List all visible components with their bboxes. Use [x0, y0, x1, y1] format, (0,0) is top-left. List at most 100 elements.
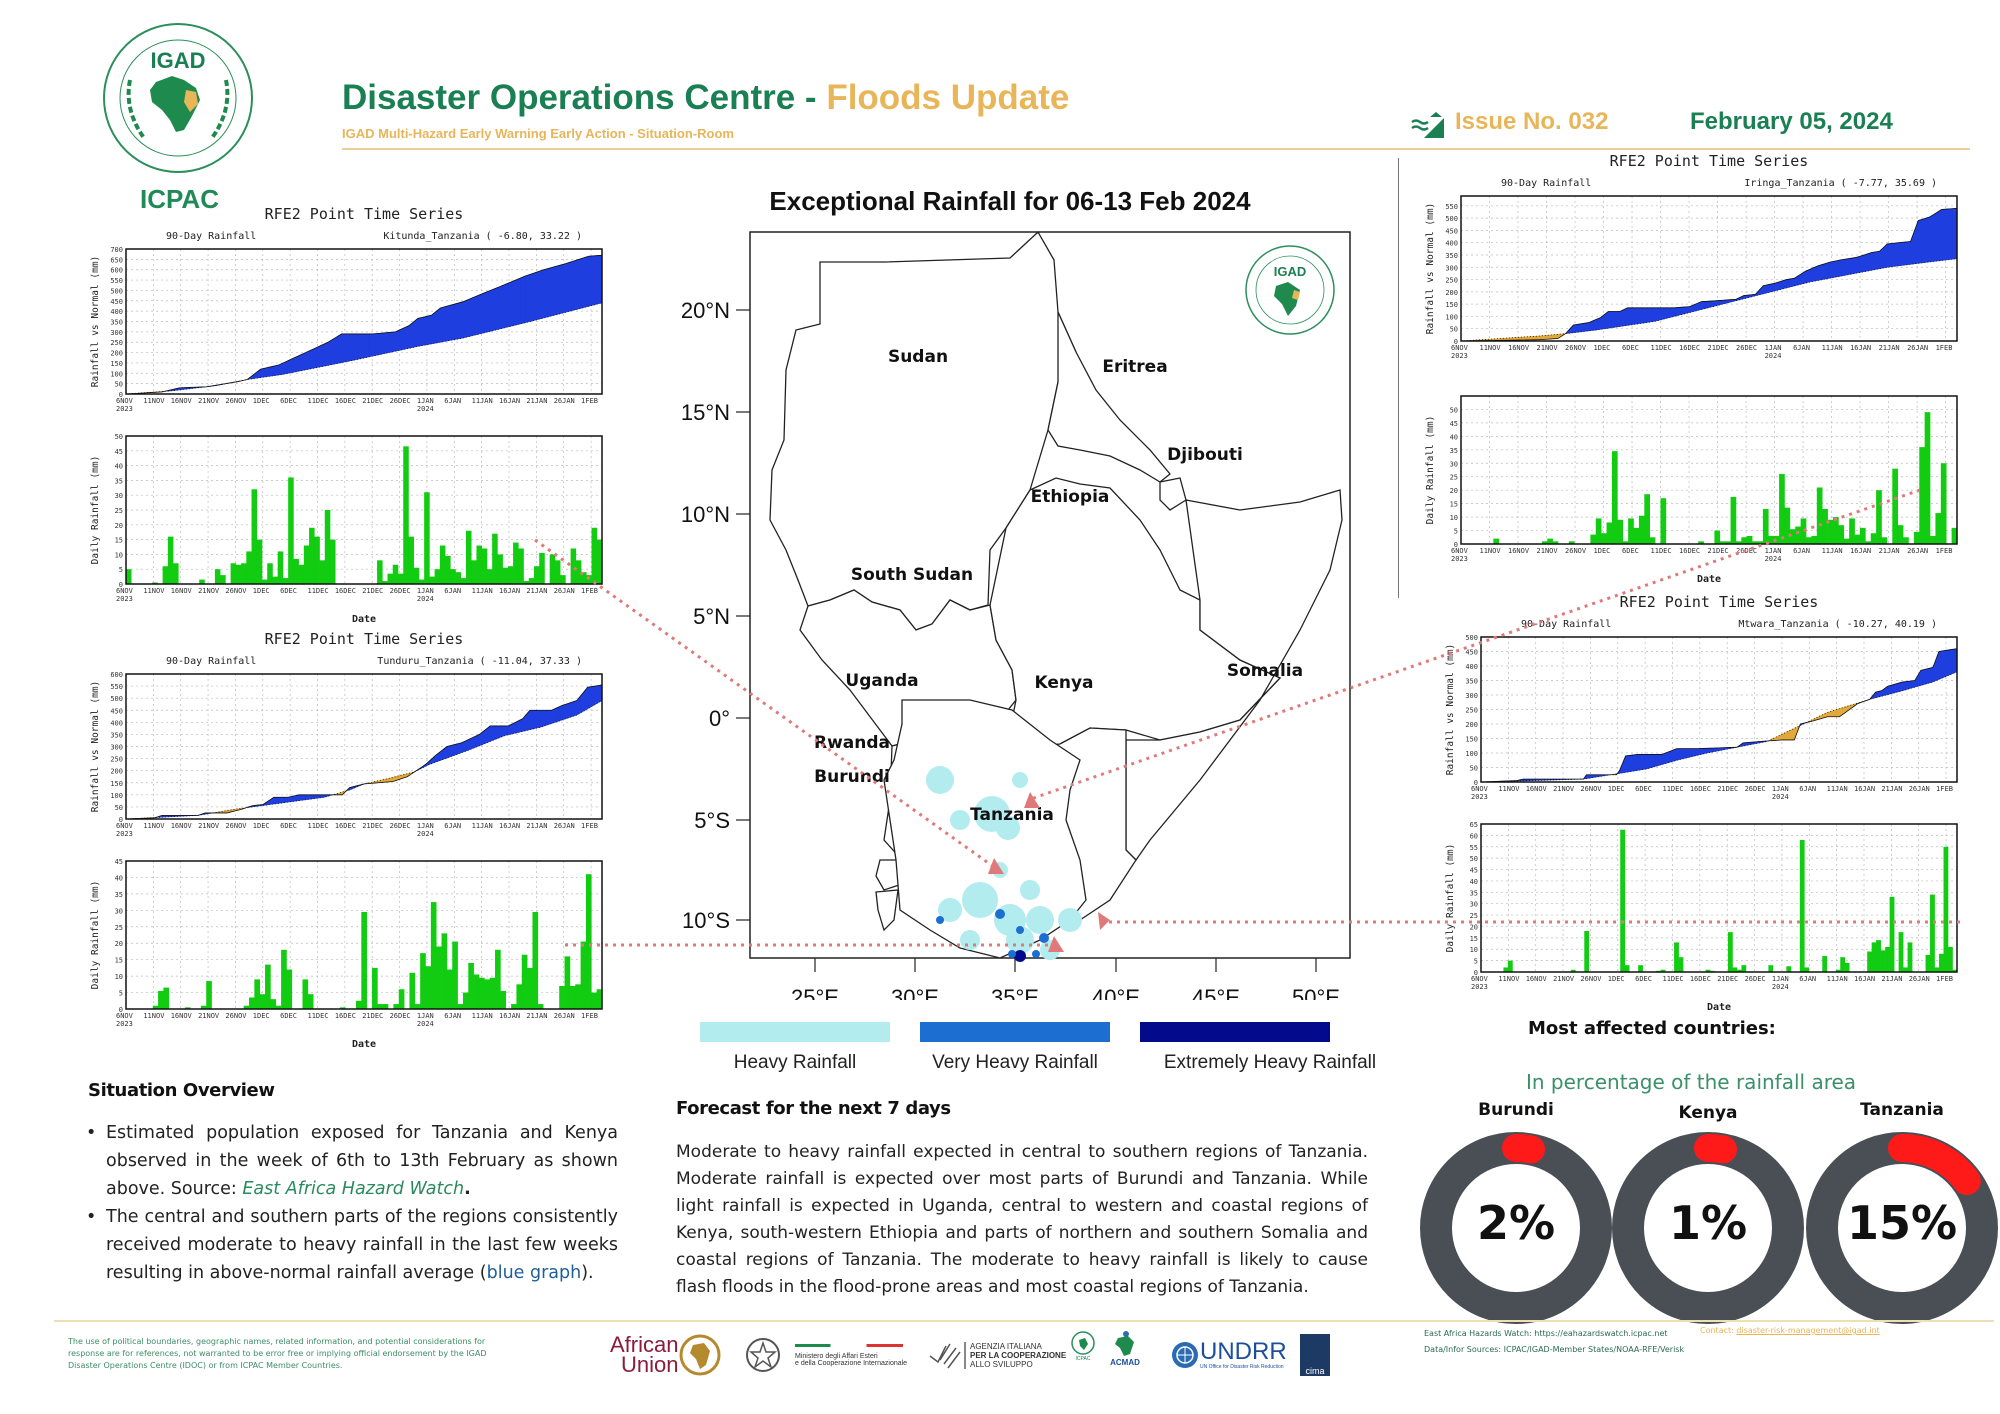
daily-bar: [581, 572, 587, 584]
daily-bar: [158, 990, 164, 1009]
x-tick-label: 6DEC: [1635, 975, 1652, 983]
x-tick-label: 26JAN: [554, 397, 575, 405]
contact-email-link[interactable]: disaster-risk-management@igad.int: [1736, 1326, 1880, 1335]
daily-bar: [293, 558, 299, 584]
daily-bar: [468, 962, 474, 1009]
daily-bar: [539, 552, 545, 584]
daily-bar: [314, 536, 320, 584]
overview-text: The central and southern parts of the re…: [106, 1207, 618, 1283]
daily-bar: [267, 563, 273, 584]
above-normal-area: [408, 321, 414, 349]
y-tick-label: 300: [1465, 692, 1478, 700]
x-tick-label: 21NOV: [198, 822, 220, 830]
above-normal-area: [1941, 650, 1946, 679]
daily-bar: [382, 581, 388, 584]
daily-bar: [277, 551, 284, 584]
x-tick-label: 11JAN: [472, 587, 493, 595]
rainfall-patch-extremely-heavy: [1014, 950, 1026, 962]
above-normal-area: [1770, 282, 1776, 293]
lat-label: 5°N: [693, 604, 730, 629]
rainfall-patch-heavy: [926, 766, 954, 794]
daily-bar: [126, 569, 132, 584]
y-tick-label: 45: [1450, 420, 1458, 428]
observed-line: [125, 254, 603, 395]
y-tick-label: 10: [1470, 946, 1478, 954]
x-tick-label: 6JAN: [1793, 344, 1810, 352]
legend-swatch-heavy: [700, 1022, 890, 1042]
above-normal-area: [1676, 748, 1681, 761]
blue-graph-link[interactable]: blue graph: [486, 1263, 582, 1283]
donut-fill: [1614, 1134, 1802, 1322]
above-normal-area: [277, 797, 282, 804]
above-normal-area: [1908, 680, 1913, 690]
au-emblem-icon: [679, 1334, 721, 1376]
x-tick-label: 26DEC: [390, 1012, 411, 1020]
rainfall-patch-very-heavy: [995, 909, 1005, 919]
x-tick-label: 16NOV: [171, 397, 193, 405]
partner-logos: African Union Ministero degli Affari Est…: [610, 1330, 1330, 1390]
forecast-title: Forecast for the next 7 days: [676, 1098, 951, 1119]
daily-bar: [502, 567, 509, 584]
below-normal-area: [1549, 334, 1555, 340]
above-normal-area: [1635, 307, 1640, 325]
chart-subtitle: 90-Day Rainfall: [166, 231, 256, 242]
above-normal-area: [1941, 208, 1946, 261]
map-legend: Heavy Rainfall Very Heavy Rainfall Extre…: [700, 1022, 1380, 1082]
acmad-label: ACMAD: [1110, 1358, 1140, 1367]
daily-bar: [1838, 525, 1845, 544]
x-tick-label: 16JAN: [1850, 547, 1871, 555]
above-normal-area: [1828, 261, 1834, 279]
x-tick-label: 2023: [1451, 352, 1468, 360]
flood-icon: [1411, 112, 1444, 138]
daily-bar: [1948, 946, 1953, 972]
contact-label: Contact:: [1700, 1326, 1737, 1335]
daily-bar: [478, 977, 485, 1009]
above-normal-area: [1902, 681, 1907, 691]
au-line1: African: [610, 1332, 679, 1357]
x-tick-label: 1DEC: [253, 397, 270, 405]
hazards-watch-url[interactable]: East Africa Hazards Watch: https://eahaz…: [1424, 1329, 1668, 1338]
above-normal-area: [587, 686, 592, 710]
hazard-watch-link[interactable]: East Africa Hazard Watch: [242, 1179, 465, 1199]
donut-fill: [1808, 1134, 1996, 1322]
above-normal-area: [1685, 306, 1690, 314]
map-igad-logo: IGAD: [1245, 245, 1335, 335]
x-tick-label: 16NOV: [171, 1012, 193, 1020]
above-normal-area: [1573, 324, 1578, 333]
above-normal-area: [386, 331, 392, 354]
daily-bar: [1649, 537, 1656, 544]
chart-subtitle: 90-Day Rainfall: [1501, 178, 1591, 189]
daily-bar: [1590, 534, 1597, 544]
above-normal-area: [462, 299, 468, 339]
y-tick-label: 450: [110, 298, 123, 306]
above-normal-area: [1905, 680, 1910, 691]
daily-bar: [1898, 932, 1904, 972]
above-normal-area: [1896, 682, 1901, 693]
daily-bar: [471, 560, 477, 584]
x-tick-label: 21DEC: [362, 397, 383, 405]
country-label-eritrea: Eritrea: [1102, 357, 1167, 377]
above-normal-area: [497, 725, 502, 739]
above-normal-area: [453, 743, 459, 756]
x-tick-label: 6DEC: [1622, 344, 1639, 352]
daily-bar: [265, 964, 271, 1009]
above-normal-area: [1704, 300, 1710, 309]
above-normal-area: [1596, 317, 1601, 331]
plot-frame: [1460, 195, 1958, 342]
y-tick-label: 40: [1450, 433, 1458, 441]
above-normal-area: [341, 333, 347, 363]
x-tick-label: 21JAN: [526, 822, 547, 830]
above-normal-area: [1640, 754, 1644, 771]
above-normal-area: [264, 366, 270, 378]
daily-bar: [507, 566, 514, 584]
daily-bar: [495, 949, 501, 1009]
y-axis-label: Daily Rainfall (mm): [90, 881, 101, 990]
daily-bar: [275, 1005, 282, 1009]
x-tick-label: 1JAN: [417, 1012, 434, 1020]
below-normal-area: [1542, 335, 1547, 340]
x-tick-label: 11JAN: [1827, 975, 1848, 983]
x-tick-label: 6NOV: [1471, 975, 1489, 983]
x-tick-label: 11JAN: [472, 1012, 493, 1020]
y-tick-label: 150: [1465, 736, 1478, 744]
daily-bar: [1876, 490, 1882, 544]
